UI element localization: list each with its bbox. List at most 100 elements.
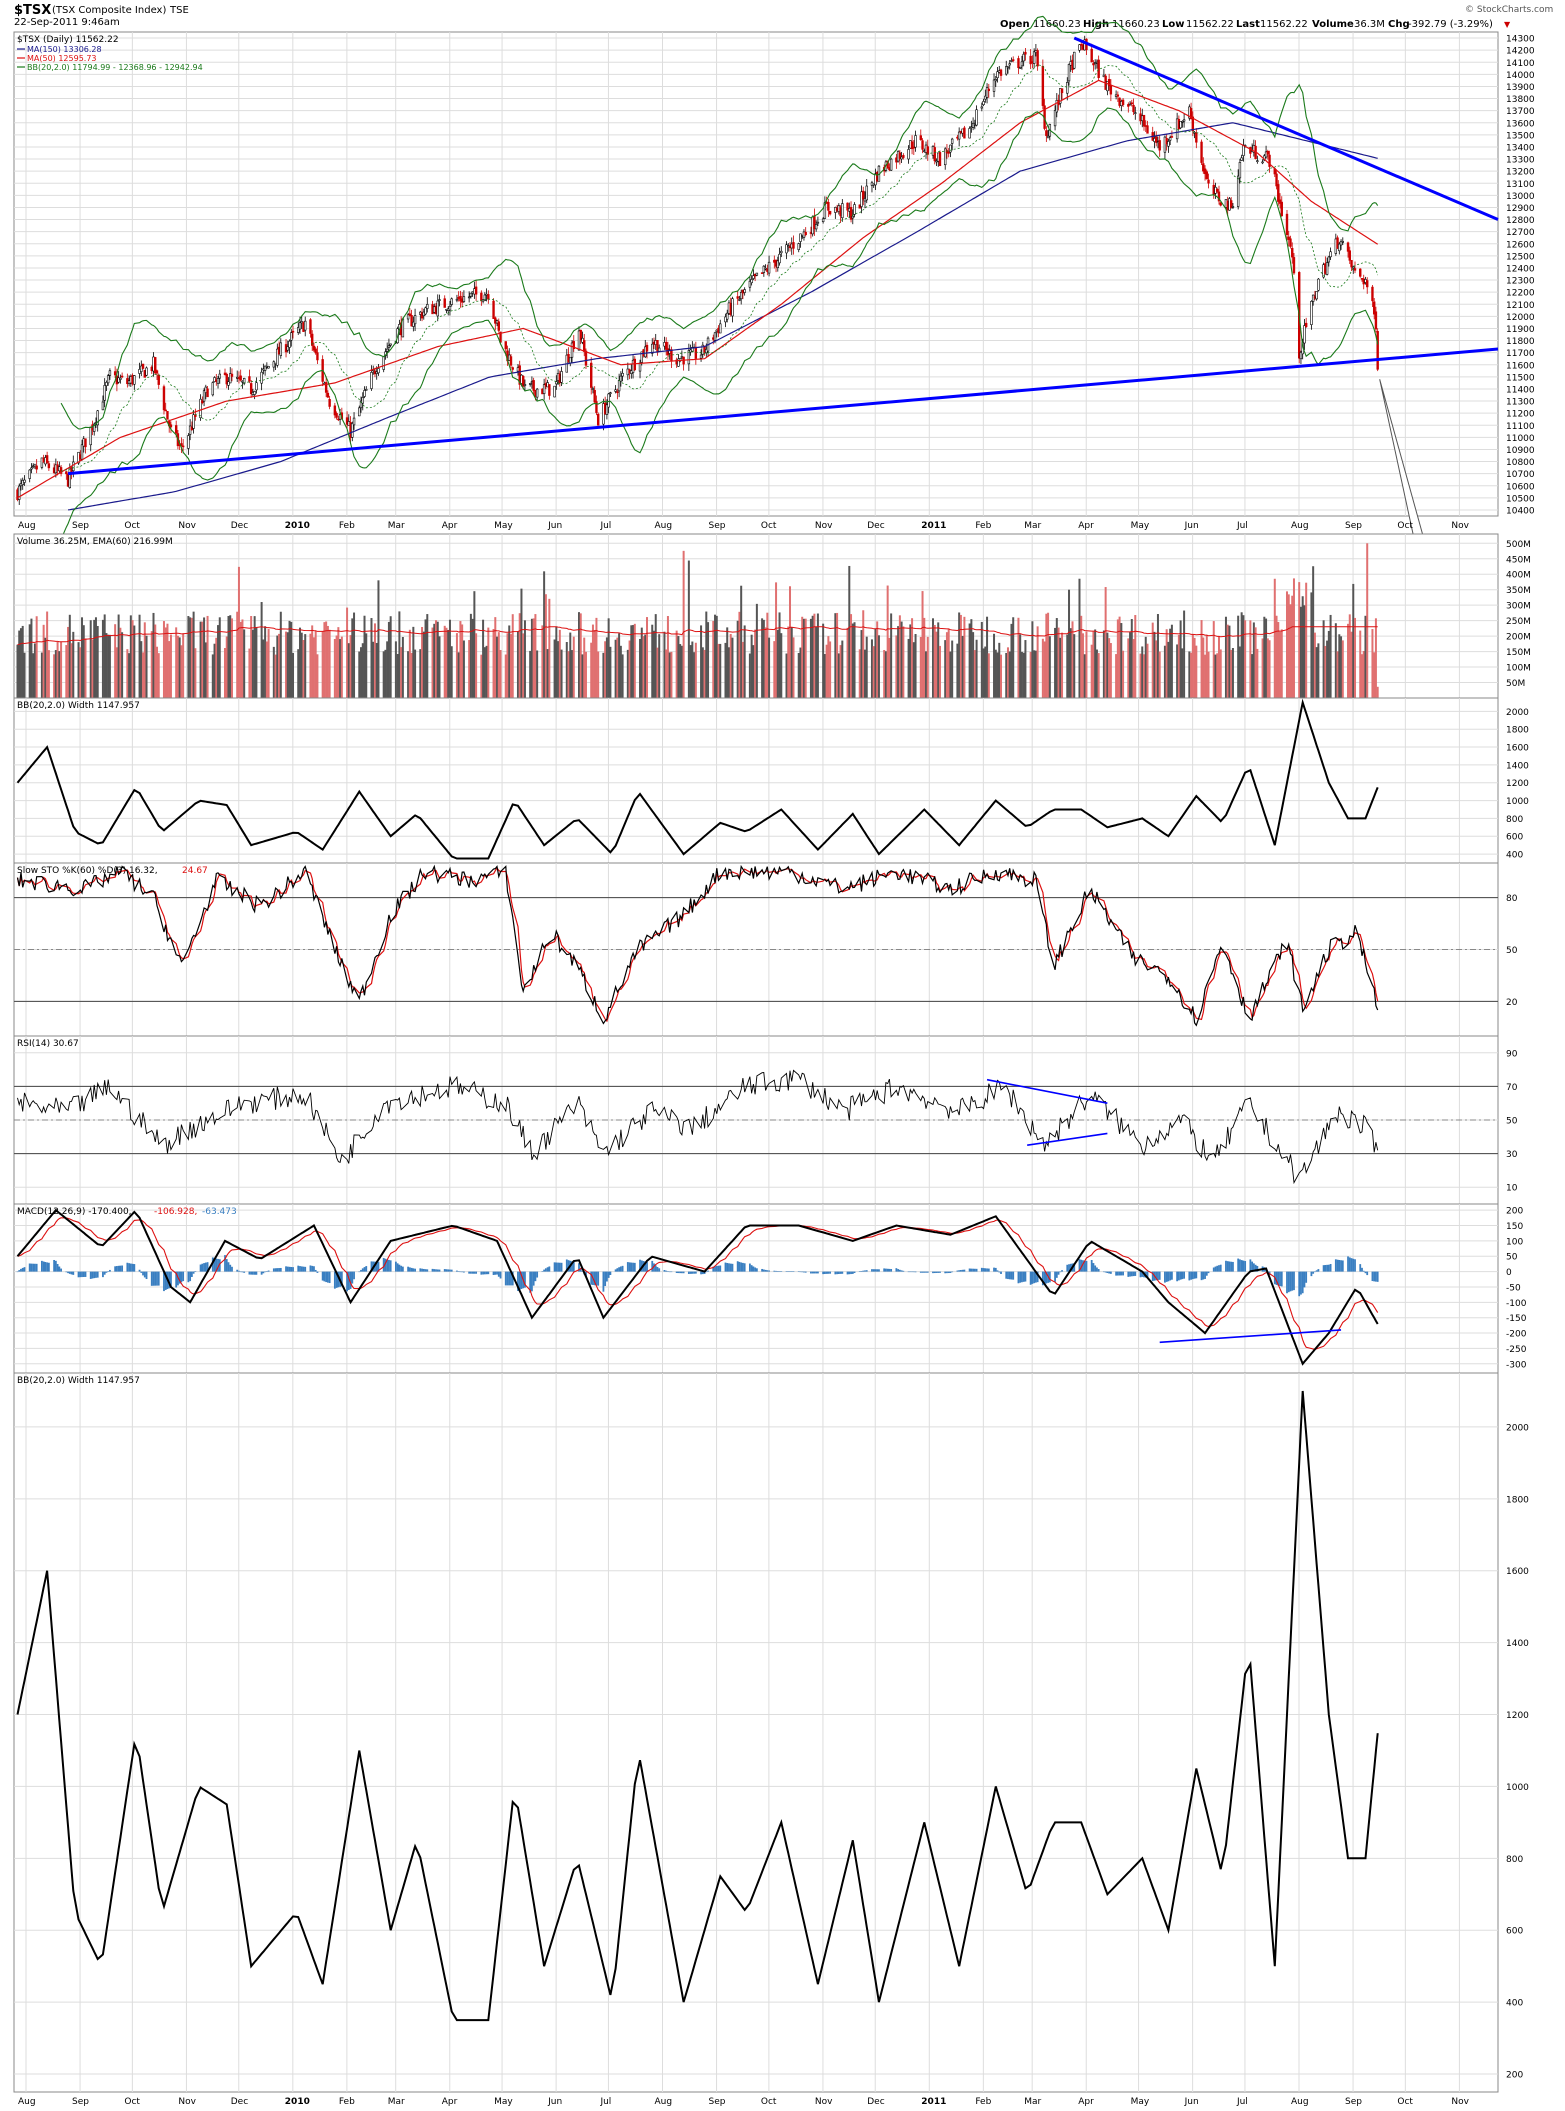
macd-histogram-bar xyxy=(864,1270,866,1272)
macd-histogram-bar xyxy=(555,1262,558,1272)
volume-bar xyxy=(328,629,331,698)
candle-body xyxy=(926,146,929,155)
macd-histogram-bar xyxy=(1242,1260,1245,1272)
volume-bar xyxy=(1266,638,1269,698)
macd-histogram-bar xyxy=(1256,1265,1259,1272)
stochastic-d-value: 24.67 xyxy=(182,866,208,876)
x-tick-label: Sep xyxy=(1345,2097,1362,2107)
macd-histogram-bar xyxy=(841,1271,844,1274)
macd-histogram-bar xyxy=(1043,1271,1046,1285)
candle-body xyxy=(260,371,263,384)
volume-bar xyxy=(1238,646,1241,698)
macd-histogram-bar xyxy=(119,1265,122,1272)
macd-histogram-bar xyxy=(276,1268,279,1272)
macd-histogram-bar xyxy=(972,1268,975,1272)
candle-body xyxy=(1060,88,1064,94)
macd-histogram-bar xyxy=(860,1270,863,1272)
volume-bar xyxy=(131,620,134,698)
macd-histogram-bar xyxy=(534,1271,537,1282)
macd-histogram-bar xyxy=(799,1271,802,1273)
macd-histogram-bar xyxy=(360,1269,362,1272)
y-tick-label: 11900 xyxy=(1506,325,1535,335)
volume-bar xyxy=(731,637,734,698)
volume-bar xyxy=(633,623,636,698)
macd-histogram-bar xyxy=(492,1271,495,1275)
volume-bar xyxy=(1188,651,1191,698)
y-tick-label: 400 xyxy=(1506,851,1523,861)
macd-histogram-bar xyxy=(304,1266,307,1272)
volume-bar xyxy=(94,617,97,698)
candle-body xyxy=(223,372,227,376)
y-tick-label: 13300 xyxy=(1506,156,1535,166)
volume-bar xyxy=(487,627,490,698)
macd-histogram-bar xyxy=(803,1271,805,1273)
macd-histogram-bar xyxy=(1021,1271,1023,1283)
candle-body xyxy=(1292,257,1296,274)
y-tick-label: 50 xyxy=(1506,1253,1518,1263)
volume-bar xyxy=(618,633,621,698)
x-tick-label: Nov xyxy=(1451,2097,1469,2107)
volume-bar xyxy=(762,619,765,698)
candle-body xyxy=(1325,262,1329,275)
volume-bar xyxy=(1047,612,1050,698)
macd-histogram-bar xyxy=(961,1269,964,1272)
macd-histogram-bar xyxy=(267,1270,270,1272)
volume-bar xyxy=(949,651,952,698)
macd-histogram-bar xyxy=(487,1271,490,1275)
macd-histogram-bar xyxy=(272,1268,275,1272)
volume-bar xyxy=(560,649,563,698)
macd-histogram-bar xyxy=(984,1268,987,1272)
volume-bar xyxy=(738,611,741,698)
macd-histogram-bar xyxy=(653,1263,655,1272)
volume-bar xyxy=(839,645,842,698)
candle-body xyxy=(862,190,865,200)
volume-bar xyxy=(754,629,757,698)
volume-bar xyxy=(1005,652,1008,698)
volume-bar xyxy=(155,646,158,698)
candle-body xyxy=(359,400,363,409)
open-value: 11660.23 xyxy=(1033,19,1081,30)
candle-body xyxy=(572,341,575,349)
candle-body xyxy=(309,319,312,334)
macd-histogram-bar xyxy=(1115,1271,1118,1276)
volume-bar xyxy=(1010,623,1013,698)
macd-histogram-bar xyxy=(1251,1261,1254,1272)
volume-bar xyxy=(178,637,181,698)
candle-body xyxy=(1107,79,1111,87)
macd-histogram-bar xyxy=(1212,1267,1215,1272)
volume-bar xyxy=(863,649,866,698)
volume-bar xyxy=(42,624,45,698)
y-tick-label: 11000 xyxy=(1506,434,1535,444)
macd-histogram-bar xyxy=(1200,1271,1203,1281)
volume-bar xyxy=(321,631,324,698)
candle-body xyxy=(736,296,739,299)
macd-histogram-bar xyxy=(937,1271,940,1273)
volume-bar xyxy=(947,629,950,698)
candle-body xyxy=(699,354,703,359)
macd-histogram-bar xyxy=(602,1271,605,1292)
candle-body xyxy=(199,398,202,419)
macd-histogram-bar xyxy=(192,1271,195,1274)
volume-bar xyxy=(761,618,764,698)
volume-bar xyxy=(215,637,218,698)
macd-histogram-bar xyxy=(890,1268,893,1272)
macd-histogram-bar xyxy=(817,1271,819,1274)
macd-histogram-bar xyxy=(1019,1271,1022,1283)
macd-histogram-bar xyxy=(213,1258,216,1272)
volume-bar xyxy=(152,612,155,698)
volume-bar xyxy=(884,651,887,698)
macd-histogram-bar xyxy=(32,1263,35,1272)
volume-bar xyxy=(785,653,788,698)
macd-histogram-bar xyxy=(703,1271,706,1274)
volume-bar xyxy=(1061,632,1064,698)
macd-histogram-bar xyxy=(811,1271,814,1274)
volume-bar xyxy=(727,647,730,698)
candle-body xyxy=(47,463,51,469)
volume-bar xyxy=(227,615,230,698)
macd-histogram-bar xyxy=(939,1271,941,1273)
macd-histogram-bar xyxy=(606,1271,608,1282)
macd-histogram-bar xyxy=(328,1271,331,1284)
candle-body xyxy=(253,391,256,395)
volume-bar xyxy=(1029,651,1032,698)
macd-histogram-bar xyxy=(823,1271,826,1274)
